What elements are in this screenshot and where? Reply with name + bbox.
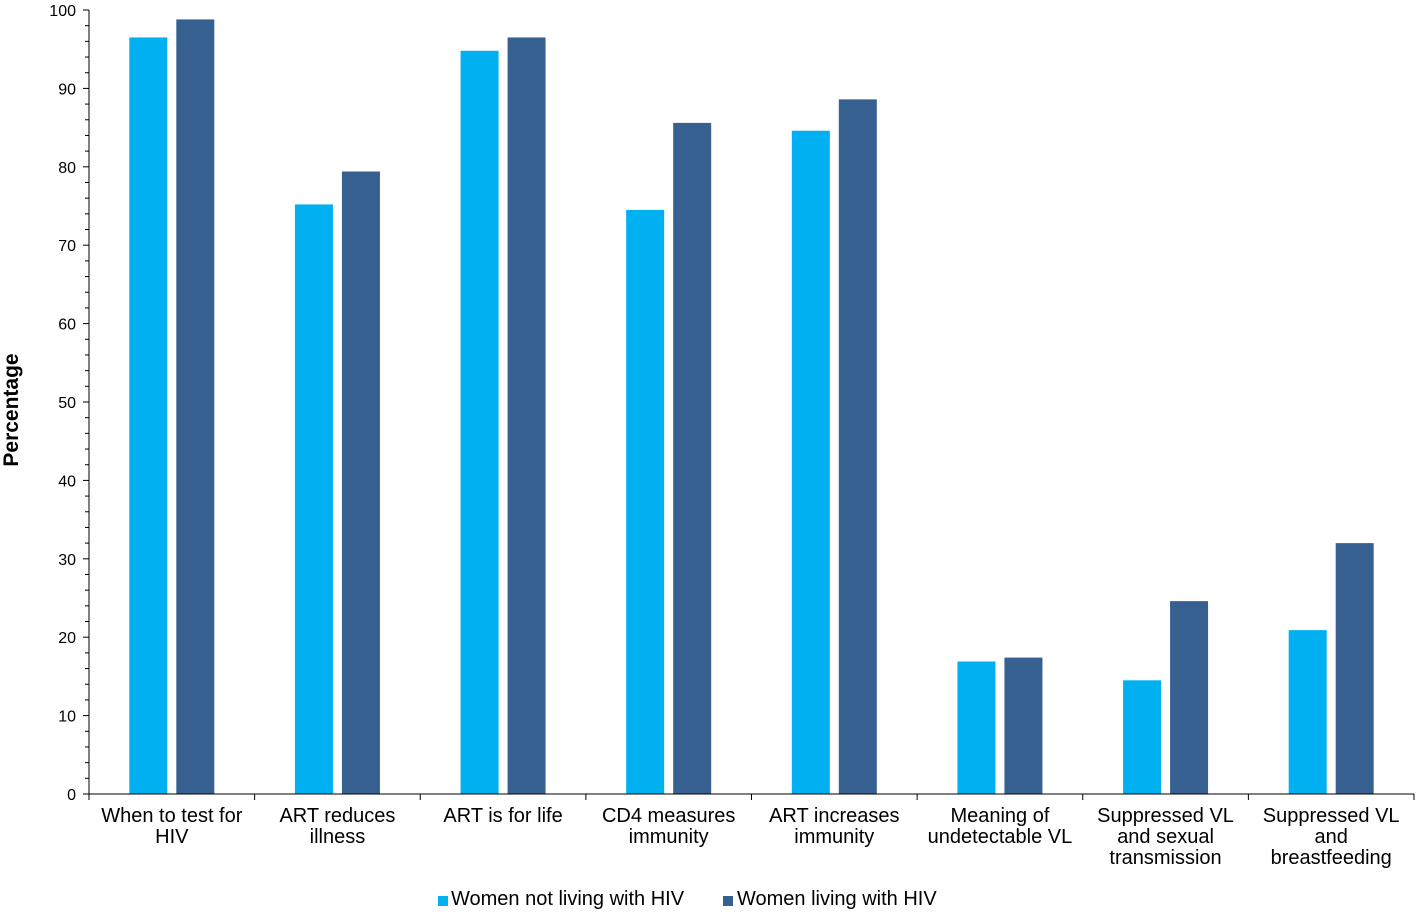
y-tick-label: 10 <box>58 709 76 726</box>
y-tick-label: 50 <box>58 395 76 412</box>
legend-swatch-1 <box>723 896 733 906</box>
x-category-label: CD4 measures immunity <box>602 805 735 848</box>
y-ticks-layer: 0 10 20 30 40 50 60 70 80 90 100 <box>49 3 89 804</box>
y-tick-label: 90 <box>58 81 76 98</box>
bar-living-6 <box>1170 601 1209 794</box>
legend: Women not living with HIV Women living wi… <box>438 888 937 910</box>
y-tick-label: 80 <box>58 160 76 177</box>
bar-living-1 <box>341 171 380 794</box>
bar-living-7 <box>1335 543 1374 794</box>
y-tick-label: 0 <box>67 787 76 804</box>
bar-not-living-2 <box>460 50 499 794</box>
x-category-label: Suppressed VL and sexual transmission <box>1097 805 1234 869</box>
bar-living-4 <box>838 99 877 795</box>
y-tick-label: 30 <box>58 552 76 569</box>
y-tick-label: 20 <box>58 630 76 647</box>
legend-label-0: Women not living with HIV <box>451 888 685 910</box>
y-tick-label: 60 <box>58 317 76 334</box>
bar-not-living-7 <box>1288 630 1327 794</box>
legend-label-1: Women living with HIV <box>737 888 937 910</box>
x-category-label: ART increases immunity <box>769 805 899 848</box>
x-category-label: ART is for life <box>443 805 562 827</box>
bar-not-living-6 <box>1123 680 1162 794</box>
bar-not-living-0 <box>129 37 168 794</box>
y-tick-label: 100 <box>49 3 76 20</box>
x-category-label: When to test for HIV <box>101 805 243 848</box>
x-category-label: Suppressed VL and breastfeeding <box>1263 805 1400 869</box>
y-tick-label: 70 <box>58 238 76 255</box>
bar-living-5 <box>1004 657 1043 794</box>
x-category-label: Meaning of undetectable VL <box>928 805 1073 848</box>
bar-living-0 <box>176 19 215 794</box>
x-category-label: ART reduces illness <box>279 805 395 848</box>
axes-layer <box>88 10 1414 795</box>
bars-layer <box>129 19 1374 795</box>
bar-not-living-1 <box>294 204 333 794</box>
bar-not-living-5 <box>957 661 996 794</box>
bar-not-living-3 <box>626 209 665 795</box>
x-labels-layer: When to test for HIV ART reduces illness ART… <box>88 794 1415 869</box>
y-axis-title: Percentage <box>0 353 23 466</box>
bar-living-3 <box>673 122 712 794</box>
legend-swatch-0 <box>438 896 448 906</box>
bar-living-2 <box>507 37 546 794</box>
y-tick-label: 40 <box>58 473 76 490</box>
bar-not-living-4 <box>791 130 830 795</box>
